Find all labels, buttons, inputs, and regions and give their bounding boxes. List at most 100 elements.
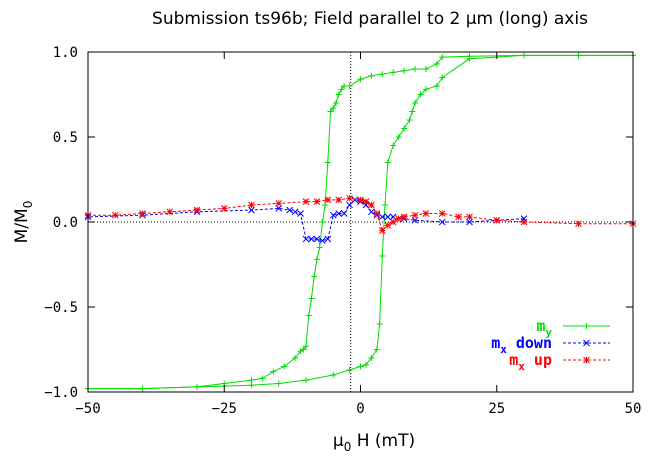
data-point-mx-down [346, 201, 353, 209]
data-point-my [332, 100, 339, 106]
data-point-mx-down [340, 210, 348, 217]
data-point-mx-down [438, 218, 446, 226]
data-point-mx-down [466, 218, 473, 226]
data-point-my [270, 368, 277, 375]
axis-ticks: −50 −25 0 25 50 −1.0 −0.5 0.0 0.5 1.0 [44, 45, 641, 417]
data-point-my [401, 67, 408, 74]
data-point-mx-down [411, 216, 419, 224]
data-point-my [139, 385, 146, 392]
data-point-my [362, 361, 369, 368]
x-tick-label: 50 [625, 401, 642, 417]
data-point-my [412, 100, 418, 106]
data-point-my [303, 377, 309, 384]
data-point-my [275, 380, 282, 387]
series-my [85, 52, 636, 392]
legend-entry-mx-up: mx up [509, 351, 610, 373]
data-point-my [292, 355, 299, 361]
legend-entry-mx-down: mx down [491, 334, 610, 356]
data-point-my [373, 346, 380, 353]
data-point-mx-down [329, 211, 337, 219]
data-point-mx-down [324, 235, 332, 243]
data-point-my [417, 91, 424, 98]
chart-title: Submission ts96b; Field parallel to 2 µm… [152, 9, 588, 29]
data-point-my [357, 363, 364, 370]
y-tick-label: 0.5 [53, 130, 78, 146]
data-point-my [341, 83, 348, 89]
legend-label: mx up [509, 351, 552, 373]
data-point-my [409, 108, 416, 115]
y-tick-label: −1.0 [44, 385, 78, 401]
legend-entry-my: my [536, 317, 610, 339]
data-point-my [422, 66, 429, 72]
legend-label-subscript: x [500, 343, 507, 356]
data-point-my [439, 74, 446, 81]
data-point-my [384, 159, 391, 166]
data-point-mx-up [389, 218, 397, 226]
data-point-my [422, 86, 429, 93]
data-point-my [379, 71, 386, 78]
data-point-my [319, 219, 326, 225]
data-point-mx-down [291, 208, 299, 216]
data-point-my [324, 159, 331, 166]
x-tick-label: −50 [75, 401, 100, 417]
data-point-my [297, 348, 304, 355]
data-point-my [395, 134, 402, 140]
data-point-my [303, 343, 309, 350]
data-point-mx-up [166, 208, 174, 216]
data-point-my [330, 372, 337, 378]
y-axis-label-base: M/M [12, 208, 32, 243]
legend-label-subscript: x [518, 360, 525, 373]
data-point-my [433, 83, 440, 89]
data-point-mx-up [368, 201, 375, 209]
series-mx-up [84, 194, 637, 234]
data-point-mx-up [575, 220, 582, 228]
legend-label-rest: down [507, 334, 552, 352]
y-tick-label: −0.5 [44, 300, 78, 316]
data-point-my [466, 55, 473, 62]
data-point-mx-up [324, 196, 332, 204]
data-point-my [327, 108, 334, 115]
legend-marker [583, 323, 590, 329]
data-point-mx-down [378, 213, 386, 221]
data-point-my [382, 202, 389, 208]
data-point-mx-up [362, 198, 370, 205]
data-point-my [376, 321, 383, 327]
x-tick-label: 25 [488, 401, 505, 417]
data-point-mx-down [275, 205, 283, 212]
legend-label: mx down [491, 334, 552, 356]
data-point-mx-down [335, 210, 343, 217]
data-point-mx-down [297, 210, 304, 217]
legend-label: my [536, 317, 552, 339]
data-point-my [379, 253, 386, 259]
data-point-my [433, 60, 440, 67]
x-tick-label: −25 [212, 401, 237, 417]
legend-marker [583, 339, 590, 347]
data-point-my [390, 69, 397, 76]
data-point-mx-down [368, 208, 375, 216]
data-point-my [412, 66, 418, 72]
data-point-mx-up [139, 210, 146, 217]
data-point-my [406, 117, 413, 123]
data-point-mx-down [389, 213, 397, 221]
x-axis-label-subscript: 0 [344, 440, 352, 454]
data-point-mx-up [373, 210, 381, 217]
data-point-my [330, 105, 337, 112]
data-point-my [401, 125, 408, 132]
data-point-mx-up [248, 201, 255, 209]
legend-label-base: m [491, 334, 500, 352]
data-point-my [368, 355, 375, 361]
x-axis-label-base: µ [333, 431, 344, 451]
data-point-mx-down [248, 206, 255, 214]
data-point-my [346, 366, 353, 373]
data-point-my [259, 375, 266, 382]
series-line-my [88, 54, 633, 390]
data-point-my [335, 91, 342, 98]
data-point-my [305, 312, 312, 319]
data-point-my [390, 142, 397, 149]
legend-label-rest: up [525, 351, 552, 369]
data-point-mx-down [302, 235, 310, 243]
data-point-mx-down [286, 206, 294, 214]
data-point-mx-up [111, 211, 119, 219]
